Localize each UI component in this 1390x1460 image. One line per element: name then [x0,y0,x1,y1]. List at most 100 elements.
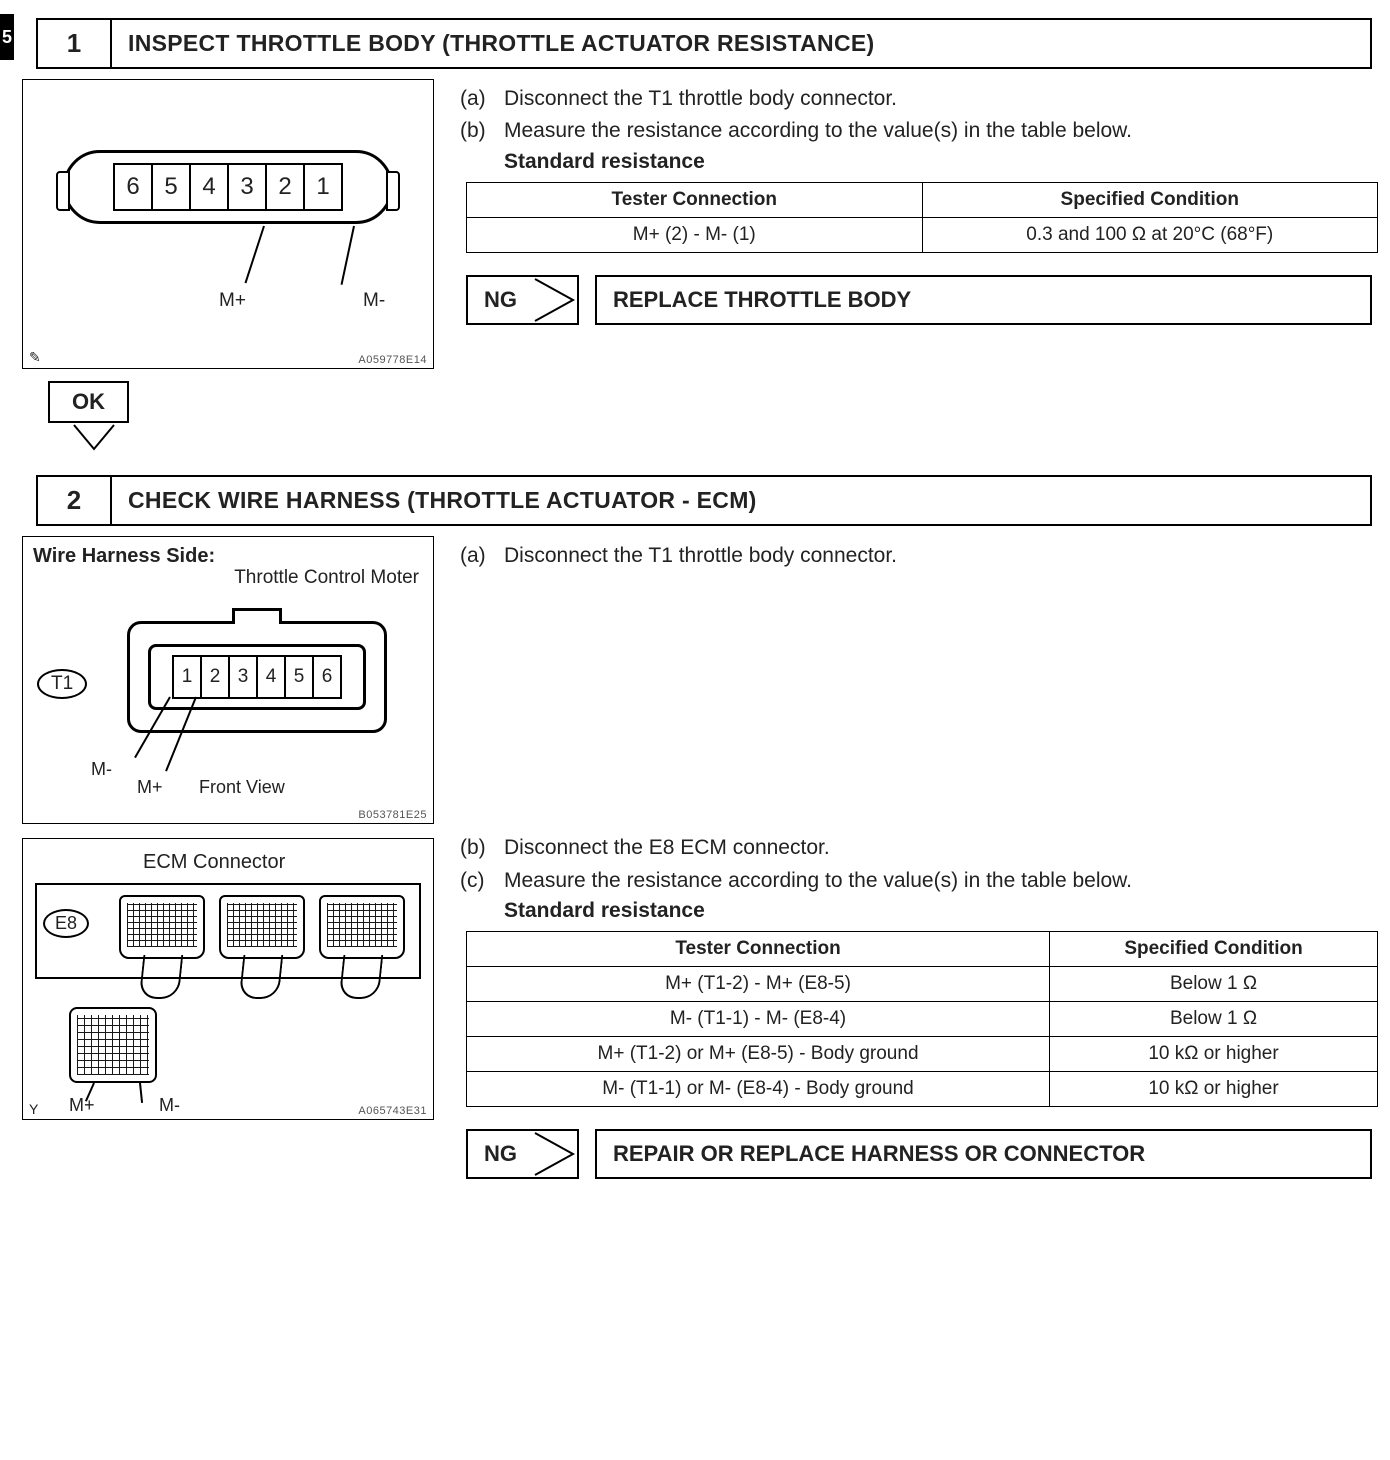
step2-body-1: Wire Harness Side: Throttle Control Mote… [22,536,1372,1179]
ng-tag: NG [466,1129,579,1179]
step1-header: 1 INSPECT THROTTLE BODY (THROTTLE ACTUAT… [36,18,1372,69]
ng-tag: NG [466,275,579,325]
t1-label: T1 [37,669,87,699]
pin-cell: 4 [256,655,286,699]
ng-action: REPAIR OR REPLACE HARNESS OR CONNECTOR [595,1129,1372,1179]
step2-figure-harness: Wire Harness Side: Throttle Control Mote… [22,536,434,824]
table-cell: 0.3 and 100 Ω at 20°C (68°F) [922,217,1378,252]
lead-label-mminus: M- [159,1095,180,1116]
step2-title: CHECK WIRE HARNESS (THROTTLE ACTUATOR - … [112,477,1370,524]
pin-cell: 6 [113,163,153,211]
table-cell: 10 kΩ or higher [1050,1037,1378,1072]
instruction-a: (a) Disconnect the T1 throttle body conn… [460,85,1372,113]
wire-icon [339,955,384,999]
figure-corner-letter: Y [29,1101,38,1117]
inst-text: Disconnect the E8 ECM connector. [504,834,830,862]
step1-text: (a) Disconnect the T1 throttle body conn… [460,79,1372,325]
lead-line [341,226,355,285]
figure-id: A065743E31 [358,1105,427,1117]
pin-cell: 6 [312,655,342,699]
pin-cell: 1 [303,163,343,211]
ok-tag: OK [48,381,129,423]
inst-letter: (b) [460,834,492,862]
table-cell: Below 1 Ω [1050,967,1378,1002]
inst-text: Disconnect the T1 throttle body connecto… [504,85,897,113]
instruction-b: (b) Disconnect the E8 ECM connector. [460,834,1372,862]
fig-label: Throttle Control Moter [234,567,419,589]
pin-cell: 5 [284,655,314,699]
arrow-right-icon [533,1131,577,1177]
instruction-c: (c) Measure the resistance according to … [460,867,1372,895]
ng-action: REPLACE THROTTLE BODY [595,275,1372,325]
step1-figure: 6 5 4 3 2 1 M+ M- ✎ A059778E14 [22,79,434,369]
step2-figure-ecm: ECM Connector E8 M+ M- Y A065743E31 [22,838,434,1120]
inst-text: Measure the resistance according to the … [504,117,1132,145]
lead-label-mplus: M+ [137,777,163,798]
figure-corner-icon: ✎ [29,349,41,366]
ecm-connector-icon [119,895,205,959]
pin-cell: 2 [200,655,230,699]
table-cell: M- (T1-1) or M- (E8-4) - Body ground [467,1072,1050,1107]
inst-letter: (a) [460,542,492,570]
table-cell: M+ (T1-2) or M+ (E8-5) - Body ground [467,1037,1050,1072]
document-body: 1 INSPECT THROTTLE BODY (THROTTLE ACTUAT… [0,18,1372,1179]
ng-label: NG [468,1141,533,1167]
step1-title: INSPECT THROTTLE BODY (THROTTLE ACTUATOR… [112,20,1370,67]
e8-label: E8 [43,909,89,938]
arrow-right-icon [533,277,577,323]
page-side-tab: 5 [0,14,14,60]
pin-cell: 2 [265,163,305,211]
step2-header: 2 CHECK WIRE HARNESS (THROTTLE ACTUATOR … [36,475,1372,526]
ecm-connector-icon [319,895,405,959]
wire-icon [239,955,284,999]
inst-letter: (a) [460,85,492,113]
table-header: Tester Connection [467,932,1050,967]
arrow-down-icon [72,423,116,453]
step2-text: (a) Disconnect the T1 throttle body conn… [460,536,1372,1179]
lead-label-mminus: M- [91,759,112,780]
inst-text: Disconnect the T1 throttle body connecto… [504,542,897,570]
pin-cell: 5 [151,163,191,211]
inst-text: Measure the resistance according to the … [504,867,1132,895]
pin-cell: 1 [172,655,202,699]
lead-line [139,1083,143,1103]
instruction-b: (b) Measure the resistance according to … [460,117,1372,145]
pin-cell: 3 [228,655,258,699]
fig-label: Wire Harness Side: [33,545,215,568]
figure-id: B053781E25 [358,809,427,821]
figure-id: A059778E14 [358,354,427,366]
table-cell: M+ (2) - M- (1) [467,217,923,252]
step2-number: 2 [38,477,112,524]
lead-line [245,226,265,284]
pin-cell: 3 [227,163,267,211]
resistance-table-1: Tester Connection Specified Condition M+… [466,182,1378,253]
ecm-connector-icon [219,895,305,959]
ng-label: NG [468,287,533,313]
front-view-label: Front View [199,777,285,798]
instruction-a: (a) Disconnect the T1 throttle body conn… [460,542,1372,570]
small-connector-icon [69,1007,157,1083]
wire-icon [139,955,184,999]
ok-block: OK [48,381,1372,453]
table-cell: 10 kΩ or higher [1050,1072,1378,1107]
step1-number: 1 [38,20,112,67]
ng-outcome-row: NG REPAIR OR REPLACE HARNESS OR CONNECTO… [466,1129,1372,1179]
connector-diagram-2: 1 2 3 4 5 6 [127,621,387,733]
lead-label-mplus: M+ [219,290,246,312]
inst-letter: (c) [460,867,492,895]
ok-label: OK [72,389,105,414]
step1-body: 6 5 4 3 2 1 M+ M- ✎ A059778E14 (a) [22,79,1372,369]
table-cell: M- (T1-1) - M- (E8-4) [467,1002,1050,1037]
table-cell: M+ (T1-2) - M+ (E8-5) [467,967,1050,1002]
table-header: Specified Condition [1050,932,1378,967]
fig-label: ECM Connector [143,851,285,874]
resistance-table-2: Tester Connection Specified Condition M+… [466,931,1378,1107]
standard-resistance-heading: Standard resistance [504,150,1372,174]
lead-label-mminus: M- [363,290,385,312]
table-header: Tester Connection [467,182,923,217]
page-side-tab-text: 5 [2,27,12,48]
standard-resistance-heading: Standard resistance [504,899,1372,923]
inst-letter: (b) [460,117,492,145]
table-cell: Below 1 Ω [1050,1002,1378,1037]
lead-label-mplus: M+ [69,1095,95,1116]
